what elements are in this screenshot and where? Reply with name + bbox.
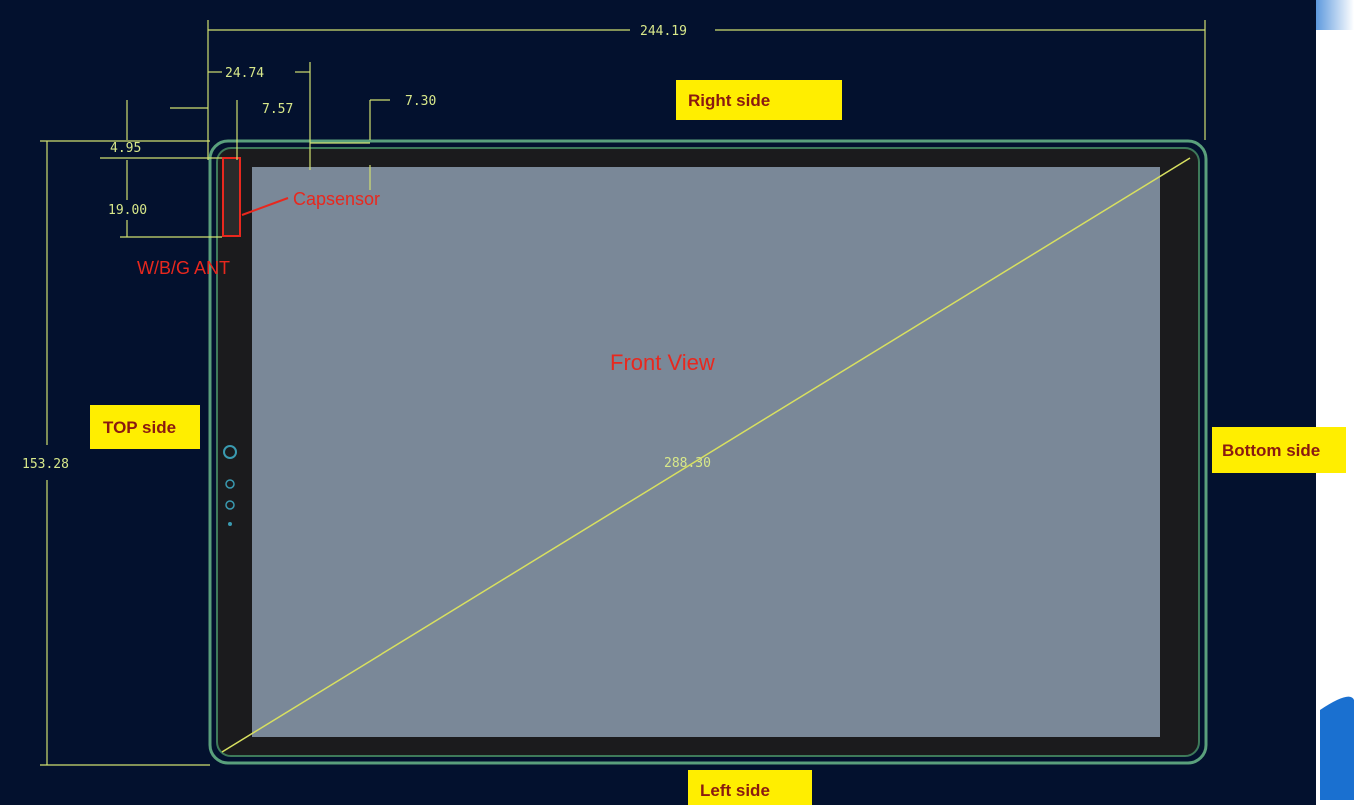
sensor-hole	[228, 522, 232, 526]
dim-height: 153.28	[22, 457, 69, 472]
logo-fragment	[1320, 696, 1354, 800]
dim-ant-length: 19.00	[108, 203, 147, 218]
dim-ant-top: 4.95	[110, 141, 141, 156]
sensor-hole	[225, 479, 235, 489]
dim-diagonal: 288.30	[664, 456, 711, 471]
side-label: TOP side	[103, 418, 176, 437]
dim-bezel-top: 7.30	[405, 94, 436, 109]
dimension-lines	[40, 20, 1206, 766]
dim-ant-offset: 24.74	[225, 66, 264, 81]
dim-width: 244.19	[640, 24, 687, 39]
side-tag	[90, 405, 200, 449]
diagonal-line	[221, 157, 1191, 753]
view-title: Front View	[610, 350, 715, 375]
sensor-hole	[225, 500, 235, 510]
side-tag	[688, 770, 812, 805]
screen	[252, 167, 1160, 737]
side-tag	[676, 80, 842, 120]
capsensor-label: Capsensor	[293, 189, 380, 209]
antenna-box	[222, 157, 241, 237]
dim-cap-offset: 7.57	[262, 102, 293, 117]
side-label: Bottom side	[1222, 441, 1320, 460]
sensor-hole	[223, 445, 237, 459]
side-label: Right side	[688, 91, 770, 110]
side-tag	[1212, 427, 1346, 473]
side-label: Left side	[700, 781, 770, 800]
capsensor-arrow	[241, 197, 289, 216]
device-outline	[208, 139, 1208, 765]
antenna-label: W/B/G ANT	[137, 258, 230, 278]
